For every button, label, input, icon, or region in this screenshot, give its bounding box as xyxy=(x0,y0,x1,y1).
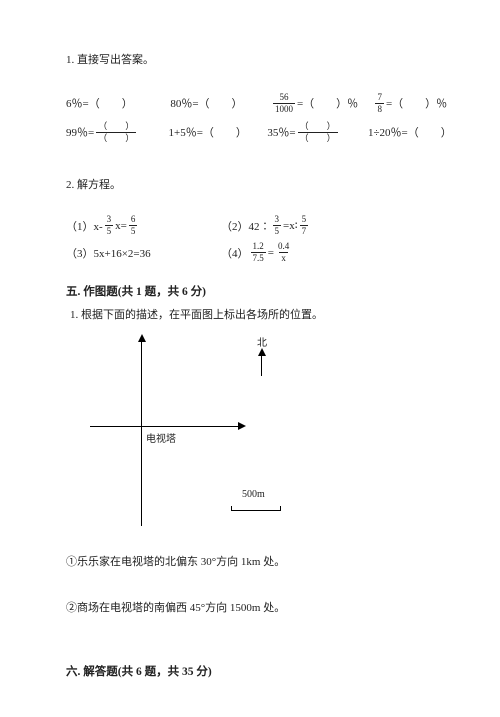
eq2-2: （2）42∶35 =x∶57 xyxy=(221,215,310,236)
q1-row2: 99％= （ ） （ ） 1+5％=（ ） 35％= （ ） （ ） 1÷20％… xyxy=(66,122,448,143)
eq2-1: （1）x-35 x=65 xyxy=(66,215,221,236)
center-label: 电视塔 xyxy=(146,430,176,445)
s5-q1: 1. 根据下面的描述，在平面图上标出各场所的位置。 xyxy=(70,307,448,324)
scale-bar xyxy=(231,506,281,511)
eq-35pct: 35％= （ ） （ ） xyxy=(267,122,368,143)
q2-title: 2. 解方程。 xyxy=(66,177,448,194)
eq-99pct: 99％= （ ） （ ） xyxy=(66,122,169,143)
horizontal-axis xyxy=(90,426,240,427)
scale-label: 500m xyxy=(242,489,265,500)
eq-80pct: 80％=（ ） xyxy=(170,95,271,111)
north-label: 北 xyxy=(257,334,267,349)
s5-desc2: ②商场在电视塔的南偏西 45°方向 1500m 处。 xyxy=(66,600,448,617)
q1-row1: 6％=（ ） 80％=（ ） 56 1000 =（ ）％ 7 8 =（ ）％ xyxy=(66,93,448,114)
eq2-3: （3）5x+16×2=36 xyxy=(66,242,221,263)
eq-1div20pct: 1÷20％=（ ） xyxy=(368,124,448,140)
north-arrow-icon xyxy=(261,354,262,376)
eq2-4: （4）1.27.5 = 0.4x xyxy=(221,242,293,263)
section-5-title: 五. 作图题(共 1 题，共 6 分) xyxy=(66,283,448,299)
frac-7-8: 7 8 xyxy=(375,93,384,114)
eq-56-1000: 56 1000 =（ ）％ xyxy=(271,93,373,114)
s5-desc1: ①乐乐家在电视塔的北偏东 30°方向 1km 处。 xyxy=(66,554,448,571)
q2-row1: （1）x-35 x=65 （2）42∶35 =x∶57 xyxy=(66,215,448,236)
eq-1plus5pct: 1+5％=（ ） xyxy=(169,124,268,140)
q2-row2: （3）5x+16×2=36 （4）1.27.5 = 0.4x xyxy=(66,242,448,263)
q1-title: 1. 直接写出答案。 xyxy=(66,52,448,69)
frac-blank-1: （ ） （ ） xyxy=(96,122,136,143)
frac-blank-2: （ ） （ ） xyxy=(298,122,338,143)
eq-6pct: 6％=（ ） xyxy=(66,95,170,111)
frac-56-1000: 56 1000 xyxy=(273,93,295,114)
vertical-axis xyxy=(141,340,142,526)
eq-7-8: 7 8 =（ ）％ xyxy=(373,93,448,114)
coordinate-diagram: 电视塔 北 500m xyxy=(86,334,306,544)
section-6-title: 六. 解答题(共 6 题，共 35 分) xyxy=(66,663,448,679)
